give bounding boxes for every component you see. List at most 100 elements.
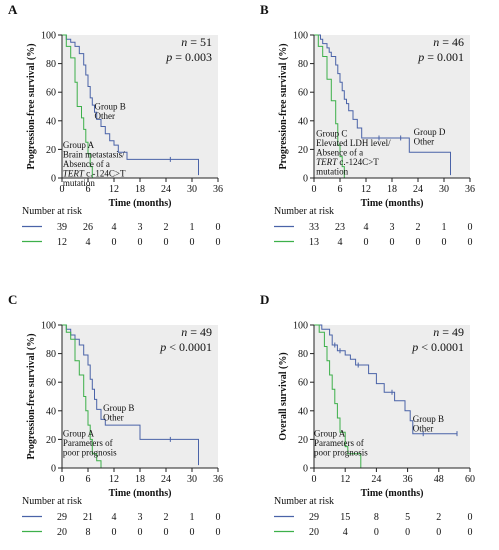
risk-count: 5 <box>405 512 410 523</box>
risk-count: 3 <box>138 222 143 233</box>
chart-panel-d: D 0 20 40 60 80 100 0 12 24 36 48 60 Time (months) Ove… <box>252 290 499 540</box>
x-tick-label: 30 <box>187 184 197 195</box>
y-tick-label: 80 <box>46 59 56 70</box>
risk-count: 20 <box>57 527 67 538</box>
risk-count: 0 <box>216 512 221 523</box>
stat-p: p = 0.001 <box>417 50 464 64</box>
risk-count: 2 <box>164 222 169 233</box>
group-annotation-line: Parameters of <box>63 438 113 448</box>
risk-count: 0 <box>216 527 221 538</box>
group-annotation-line: mutation <box>63 178 95 188</box>
x-axis-label: Time (months) <box>109 198 172 209</box>
panel-letter: C <box>8 292 17 307</box>
stat-n: n = 49 <box>433 325 464 339</box>
annotation-text: c.-124C>T <box>84 168 126 178</box>
y-tick-label: 20 <box>298 145 308 156</box>
group-annotation-line: Absence of a <box>63 159 110 169</box>
group-annotation-line: Group D <box>414 127 446 137</box>
y-tick-label: 0 <box>303 174 308 185</box>
risk-count: 0 <box>164 237 169 248</box>
group-annotation-line: Other <box>95 111 116 121</box>
stat-p-symbol: p <box>411 340 418 354</box>
risk-count: 0 <box>138 237 143 248</box>
group-annotation-line: Elevated LDH level/ <box>316 138 391 148</box>
risk-count: 0 <box>416 237 421 248</box>
group-annotation-line: Absence of a <box>316 148 363 158</box>
stat-n-symbol: n <box>433 35 439 49</box>
stat-n-symbol: n <box>181 35 187 49</box>
x-tick-label: 36 <box>403 474 413 485</box>
y-tick-label: 60 <box>46 88 56 99</box>
risk-count: 2 <box>164 512 169 523</box>
y-tick-label: 60 <box>298 88 308 99</box>
y-tick-label: 100 <box>293 321 308 332</box>
x-tick-label: 12 <box>109 474 119 485</box>
y-tick-label: 80 <box>298 349 308 360</box>
risk-table-title: Number at risk <box>22 496 82 507</box>
panel-letter: B <box>260 2 269 17</box>
gene-name: TERT <box>63 168 85 178</box>
x-axis-label: Time (months) <box>361 198 424 209</box>
y-axis-label: Overall survival (%) <box>278 352 289 440</box>
stat-n-symbol: n <box>433 325 439 339</box>
x-tick-label: 18 <box>135 184 145 195</box>
risk-count: 2 <box>436 512 441 523</box>
stat-n-value: = 46 <box>439 35 464 49</box>
x-tick-label: 18 <box>135 474 145 485</box>
group-annotation-line: Other <box>414 137 435 147</box>
risk-count: 1 <box>190 512 195 523</box>
y-axis-label: Progression-free survival (%) <box>278 43 289 169</box>
km-curve-green <box>62 34 93 178</box>
x-tick-label: 36 <box>213 184 223 195</box>
km-curve-green <box>62 324 102 468</box>
y-tick-label: 100 <box>293 31 308 42</box>
x-tick-label: 60 <box>465 474 475 485</box>
y-tick-label: 60 <box>46 378 56 389</box>
risk-count: 0 <box>436 527 441 538</box>
stat-n-symbol: n <box>181 325 187 339</box>
y-tick-label: 100 <box>41 321 56 332</box>
risk-count: 1 <box>442 222 447 233</box>
risk-count: 29 <box>309 512 319 523</box>
km-curve-green <box>314 324 362 468</box>
risk-count: 39 <box>57 222 67 233</box>
x-tick-label: 0 <box>312 184 317 195</box>
risk-count: 8 <box>374 512 379 523</box>
risk-count: 4 <box>86 237 91 248</box>
y-tick-label: 20 <box>46 435 56 446</box>
risk-count: 0 <box>442 237 447 248</box>
risk-count: 12 <box>57 237 67 248</box>
x-tick-label: 0 <box>60 184 65 195</box>
x-tick-label: 36 <box>213 474 223 485</box>
risk-count: 21 <box>83 512 93 523</box>
group-annotation-line: Other <box>413 424 434 434</box>
risk-count: 4 <box>343 527 348 538</box>
group-annotation-line: poor prognosis <box>314 448 368 458</box>
km-curve-blue <box>62 324 199 466</box>
group-annotation-line: Other <box>103 412 124 422</box>
group-annotation-line: TERT c.-124C>T <box>63 168 126 178</box>
risk-count: 4 <box>112 222 117 233</box>
group-annotation-line: Group A <box>63 140 95 150</box>
risk-count: 0 <box>216 237 221 248</box>
risk-count: 4 <box>364 222 369 233</box>
risk-count: 0 <box>216 222 221 233</box>
risk-count: 0 <box>390 237 395 248</box>
risk-count: 4 <box>338 237 343 248</box>
risk-count: 0 <box>405 527 410 538</box>
risk-count: 0 <box>374 527 379 538</box>
y-tick-label: 20 <box>298 435 308 446</box>
stat-p-symbol: p <box>165 50 172 64</box>
x-tick-label: 0 <box>312 474 317 485</box>
group-annotation-line: Group B <box>95 101 126 111</box>
km-curve-blue <box>314 34 451 176</box>
y-tick-label: 80 <box>298 59 308 70</box>
risk-count: 0 <box>468 222 473 233</box>
chart-panel-a: A 0 20 40 60 80 100 0 6 12 18 24 30 36 Time (months) Pr… <box>0 0 247 250</box>
stat-n: n = 51 <box>181 35 212 49</box>
x-tick-label: 18 <box>387 184 397 195</box>
